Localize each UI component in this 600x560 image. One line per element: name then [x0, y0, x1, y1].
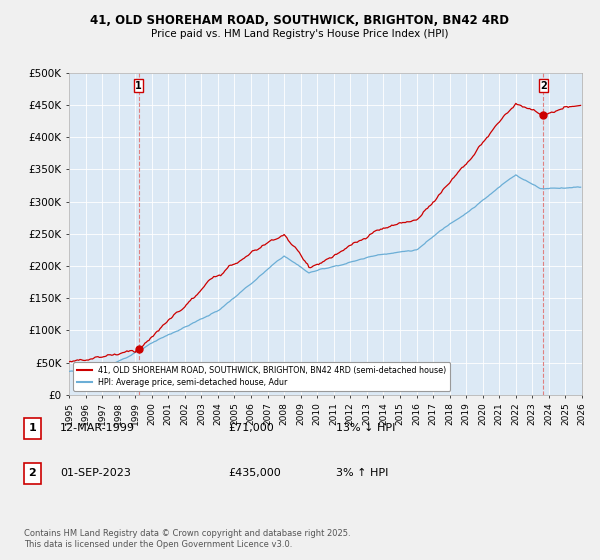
Text: 01-SEP-2023: 01-SEP-2023	[60, 468, 131, 478]
Text: £71,000: £71,000	[228, 423, 274, 433]
Legend: 41, OLD SHOREHAM ROAD, SOUTHWICK, BRIGHTON, BN42 4RD (semi-detached house), HPI:: 41, OLD SHOREHAM ROAD, SOUTHWICK, BRIGHT…	[73, 362, 450, 391]
Text: 1: 1	[135, 81, 142, 91]
Text: 2: 2	[540, 81, 547, 91]
Text: 41, OLD SHOREHAM ROAD, SOUTHWICK, BRIGHTON, BN42 4RD: 41, OLD SHOREHAM ROAD, SOUTHWICK, BRIGHT…	[91, 14, 509, 27]
Text: 12-MAR-1999: 12-MAR-1999	[60, 423, 135, 433]
Text: Price paid vs. HM Land Registry's House Price Index (HPI): Price paid vs. HM Land Registry's House …	[151, 29, 449, 39]
Text: Contains HM Land Registry data © Crown copyright and database right 2025.
This d: Contains HM Land Registry data © Crown c…	[24, 529, 350, 549]
Text: 13% ↓ HPI: 13% ↓ HPI	[336, 423, 395, 433]
Text: 1: 1	[29, 423, 36, 433]
Text: 2: 2	[29, 468, 36, 478]
Text: 3% ↑ HPI: 3% ↑ HPI	[336, 468, 388, 478]
Text: £435,000: £435,000	[228, 468, 281, 478]
